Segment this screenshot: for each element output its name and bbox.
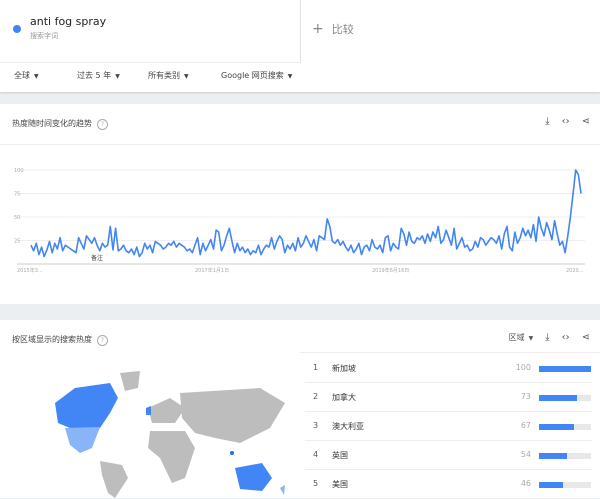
region-name[interactable]: 美国 [332,480,348,489]
region-bar-fill [539,482,563,488]
x-tick-label: 2019年6月16日 [372,267,409,274]
map-singapore [230,451,234,455]
region-value: 54 [520,450,531,459]
region-name[interactable]: 英国 [332,451,348,460]
filter-label: 过去 5 年 [77,71,112,80]
region-name[interactable]: 新加坡 [332,364,356,373]
region-rank: 1 [313,363,319,372]
compare-label: 比较 [331,23,354,36]
trend-line-series[interactable] [30,169,582,258]
filter-time[interactable]: 过去 5 年 ▼ [77,70,120,81]
region-name[interactable]: 澳大利亚 [332,422,364,431]
trend-chart: 25 50 75 100 2015年3... 2017年1月1日 2019年6月16日 202… [14,168,585,274]
map-north-america [55,383,118,445]
filter-label: 所有类别 [148,71,180,80]
interest-over-time-card: 热度随时间变化的趋势? ⤓ ‹› ⋖ 25 50 75 100 2015年3... 201… [0,104,600,304]
filter-region[interactable]: 全球 ▼ [14,70,39,81]
map-europe [148,398,185,423]
map-uk [146,406,151,415]
region-rank: 2 [313,392,319,401]
y-tick-label: 50 [14,215,20,221]
caret-down-icon: ▼ [184,73,189,80]
share-icon[interactable]: ⋖ [581,116,590,127]
y-tick-label: 75 [14,192,20,198]
embed-icon[interactable]: ‹› [561,116,570,127]
download-icon[interactable]: ⤓ [545,116,550,127]
region-value: 46 [520,479,531,488]
region-row[interactable]: 3 澳大利亚 67 [305,412,592,441]
compare-button[interactable]: + 比较 [312,21,354,37]
term-color-dot [13,25,21,33]
x-tick-label: 2017年1月1日 [195,267,229,274]
region-bar-track [539,395,591,401]
caret-down-icon: ▼ [287,73,293,80]
map-usa [65,427,100,453]
region-rank: 3 [313,421,319,430]
region-value: 73 [520,392,531,401]
map-africa [148,431,195,483]
region-row[interactable]: 4 英国 54 [305,441,592,470]
help-icon[interactable]: ? [97,119,108,130]
region-value: 67 [520,421,531,430]
region-bar-fill [539,453,568,459]
region-bar-track [539,453,591,459]
map-new-zealand [280,485,285,495]
map-australia [235,463,272,491]
region-bar-track [539,366,591,372]
map-greenland [120,371,140,391]
region-bar-fill [539,424,574,430]
region-name[interactable]: 加拿大 [332,393,356,402]
region-rank: 5 [313,479,319,488]
caret-down-icon: ▼ [115,73,120,80]
map-south-america [100,461,128,498]
search-term-card[interactable]: anti fog spray 搜索字词 [0,0,301,63]
annotation-label[interactable]: 备注 [91,254,103,262]
share-icon[interactable]: ⋖ [581,332,590,343]
caret-down-icon: ▼ [34,73,39,80]
download-icon[interactable]: ⤓ [545,332,550,343]
search-term-name[interactable]: anti fog spray [30,15,107,28]
filter-search-type[interactable]: Google 网页搜索 ▼ [221,70,292,81]
x-tick-label: 2020... [566,268,584,274]
plus-icon: + [312,21,324,37]
region-bar-track [539,482,591,488]
world-map[interactable] [0,353,300,498]
embed-icon[interactable]: ‹› [561,332,570,343]
card-title: 按区域显示的搜索热度? [12,334,108,346]
caret-down-icon: ▼ [528,335,534,342]
region-dropdown[interactable]: 区域 ▼ [508,333,534,342]
region-row[interactable]: 1 新加坡 100 [305,354,592,383]
x-tick-label: 2015年3... [17,267,43,274]
search-term-subtitle: 搜索字词 [30,32,58,40]
filter-category[interactable]: 所有类别 ▼ [148,70,189,81]
map-asia [180,388,285,443]
region-value: 100 [515,363,531,372]
region-rank: 4 [313,450,319,459]
card-title: 热度随时间变化的趋势? [12,118,108,130]
interest-by-region-card: 按区域显示的搜索热度? 区域 ▼ ⤓ ‹› ⋖ 1 新加坡 100 2 加拿大 7… [0,320,600,499]
y-tick-label: 25 [14,239,20,245]
region-bar-fill [539,395,577,401]
search-header: anti fog spray 搜索字词 + 比较 全球 ▼ 过去 5 年 ▼ 所有类别… [0,0,600,92]
region-bar-fill [539,366,591,372]
y-tick-label: 100 [14,168,24,174]
filter-label: 全球 [14,71,30,80]
region-row[interactable]: 5 美国 46 [305,470,592,499]
region-bar-track [539,424,591,430]
region-row[interactable]: 2 加拿大 73 [305,383,592,412]
filter-label: Google 网页搜索 [221,71,284,80]
help-icon[interactable]: ? [97,335,108,346]
